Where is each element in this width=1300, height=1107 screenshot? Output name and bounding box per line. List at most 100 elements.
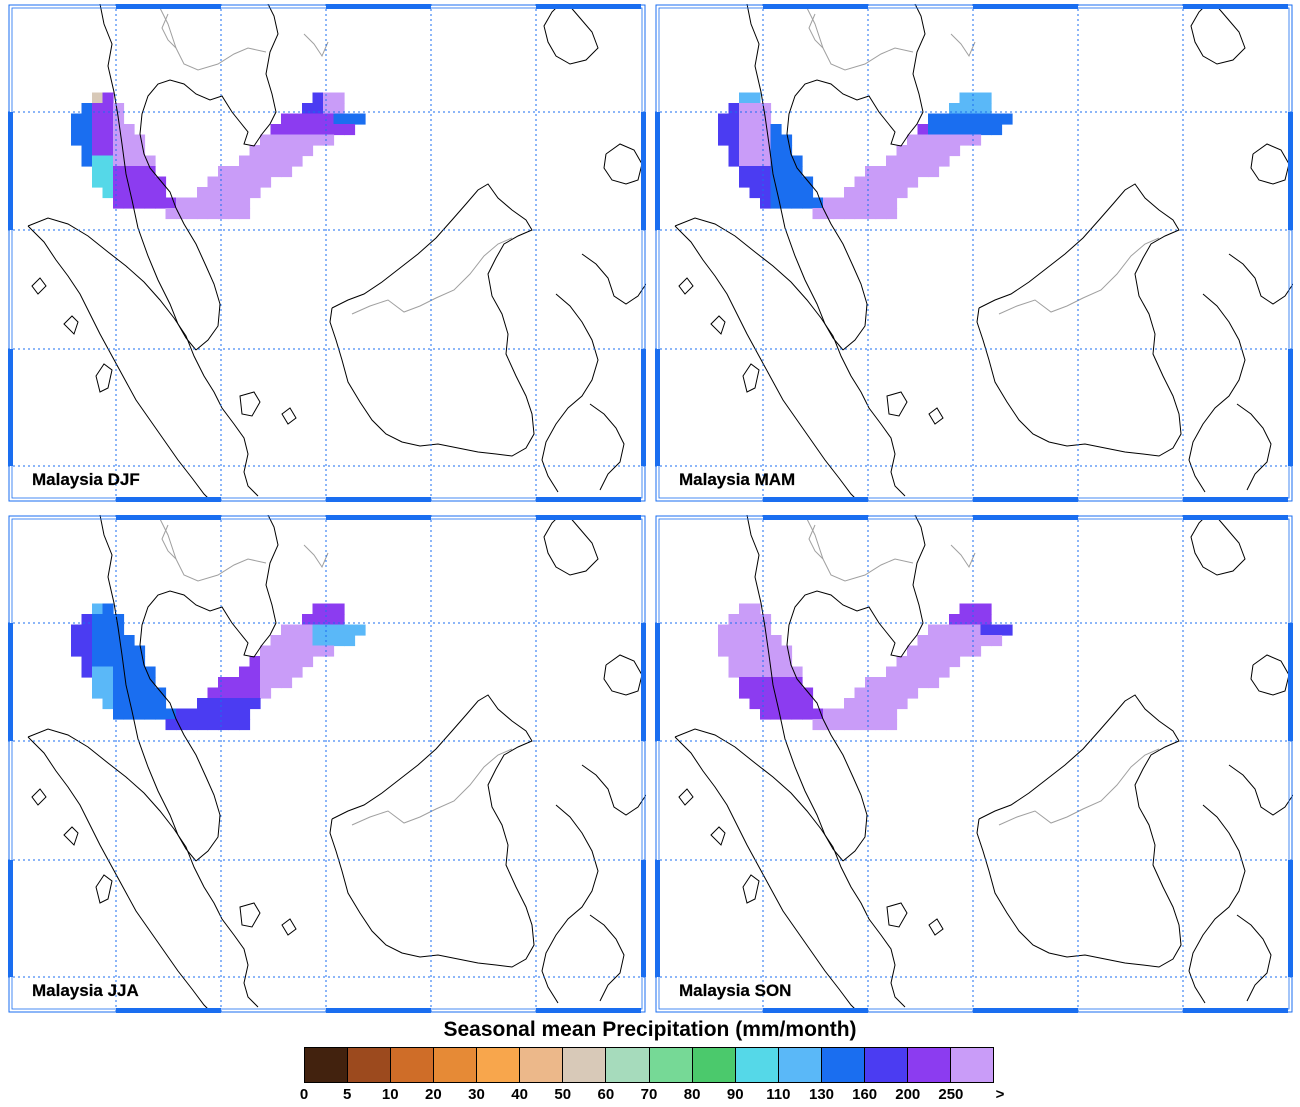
coastline <box>63 315 79 335</box>
precip-cell <box>113 187 125 199</box>
precip-cell <box>802 187 814 199</box>
precip-cell <box>791 187 803 199</box>
precip-cell <box>71 645 83 657</box>
precip-cell <box>970 624 982 636</box>
precip-cell <box>1001 624 1013 636</box>
coastline <box>886 391 908 417</box>
precip-cell <box>970 603 982 615</box>
legend-tick-label: 30 <box>468 1086 485 1103</box>
precip-cell <box>760 677 772 689</box>
precip-cell <box>249 187 261 199</box>
precip-cell <box>770 656 782 668</box>
precip-cell <box>281 155 293 167</box>
frame-bar <box>8 860 13 977</box>
precip-cell <box>312 645 324 657</box>
precip-cell <box>249 677 261 689</box>
precip-cell <box>718 113 730 125</box>
legend-tick-label: 110 <box>766 1086 791 1103</box>
precip-cell <box>92 176 104 188</box>
precip-cell <box>739 666 751 678</box>
precip-cell <box>92 145 104 157</box>
precip-cell <box>186 719 198 731</box>
precip-cell <box>123 687 135 699</box>
precip-cell <box>781 134 793 146</box>
precip-cell <box>228 677 240 689</box>
precip-cell <box>113 708 125 720</box>
precip-cell <box>938 624 950 636</box>
precip-cell <box>218 687 230 699</box>
precip-cell <box>291 145 303 157</box>
precip-cell <box>302 656 314 668</box>
precip-cell <box>865 208 877 220</box>
precip-cell <box>123 145 135 157</box>
precip-cell <box>281 666 293 678</box>
precip-cell <box>239 677 251 689</box>
precip-cell <box>770 176 782 188</box>
precip-cell <box>260 645 272 657</box>
precip-cell <box>938 134 950 146</box>
frame-bar <box>536 515 641 520</box>
precip-cell <box>781 687 793 699</box>
precip-cell <box>739 103 751 115</box>
coastline <box>674 217 906 497</box>
precip-cell <box>896 687 908 699</box>
precip-cell <box>123 176 135 188</box>
country-border <box>808 13 824 49</box>
precip-cell <box>113 656 125 668</box>
precip-cell <box>239 708 251 720</box>
precip-cell <box>949 124 961 136</box>
precip-cell <box>323 635 335 647</box>
legend-swatch <box>735 1048 779 1082</box>
precip-cell <box>71 134 83 146</box>
precip-cell <box>291 645 303 657</box>
precip-cell <box>896 166 908 178</box>
precip-cell <box>970 134 982 146</box>
precip-cell <box>155 708 167 720</box>
precip-cell <box>760 635 772 647</box>
precip-cell <box>312 113 324 125</box>
coastline <box>99 4 197 351</box>
precip-cell <box>302 103 314 115</box>
country-border <box>950 544 976 569</box>
coastline <box>742 874 760 904</box>
precip-cell <box>92 113 104 125</box>
coastline <box>139 4 279 351</box>
precip-cell <box>92 677 104 689</box>
precip-cell <box>875 687 887 699</box>
precip-cell <box>949 624 961 636</box>
precip-cell <box>739 614 751 626</box>
precip-cell <box>718 124 730 136</box>
precip-cell <box>113 666 125 678</box>
precip-cell <box>323 113 335 125</box>
precip-cell <box>71 624 83 636</box>
precip-cell <box>71 113 83 125</box>
precip-cell <box>865 719 877 731</box>
precip-cell <box>760 197 772 209</box>
precip-cell <box>312 134 324 146</box>
precip-cell <box>865 197 877 209</box>
coastline <box>95 874 113 904</box>
precip-cell <box>791 687 803 699</box>
precip-cell <box>949 645 961 657</box>
precip-cell <box>949 635 961 647</box>
precip-cell <box>844 698 856 710</box>
precip-cell <box>123 666 135 678</box>
precip-cell <box>770 698 782 710</box>
precip-cell <box>917 635 929 647</box>
map-background <box>8 515 646 1013</box>
precip-cell <box>991 635 1003 647</box>
precip-cell <box>938 635 950 647</box>
precip-cell <box>102 656 114 668</box>
precip-cell <box>739 624 751 636</box>
precip-cell <box>844 708 856 720</box>
legend-swatch <box>305 1048 349 1082</box>
precip-cell <box>781 645 793 657</box>
frame-bar <box>1288 623 1293 741</box>
precip-cell <box>760 145 772 157</box>
precip-cell <box>854 698 866 710</box>
map-panel-jja: Malaysia JJA <box>8 515 646 1013</box>
precip-cell <box>228 166 240 178</box>
precip-cell <box>896 698 908 710</box>
precip-cell <box>844 187 856 199</box>
frame-bar <box>326 4 431 9</box>
